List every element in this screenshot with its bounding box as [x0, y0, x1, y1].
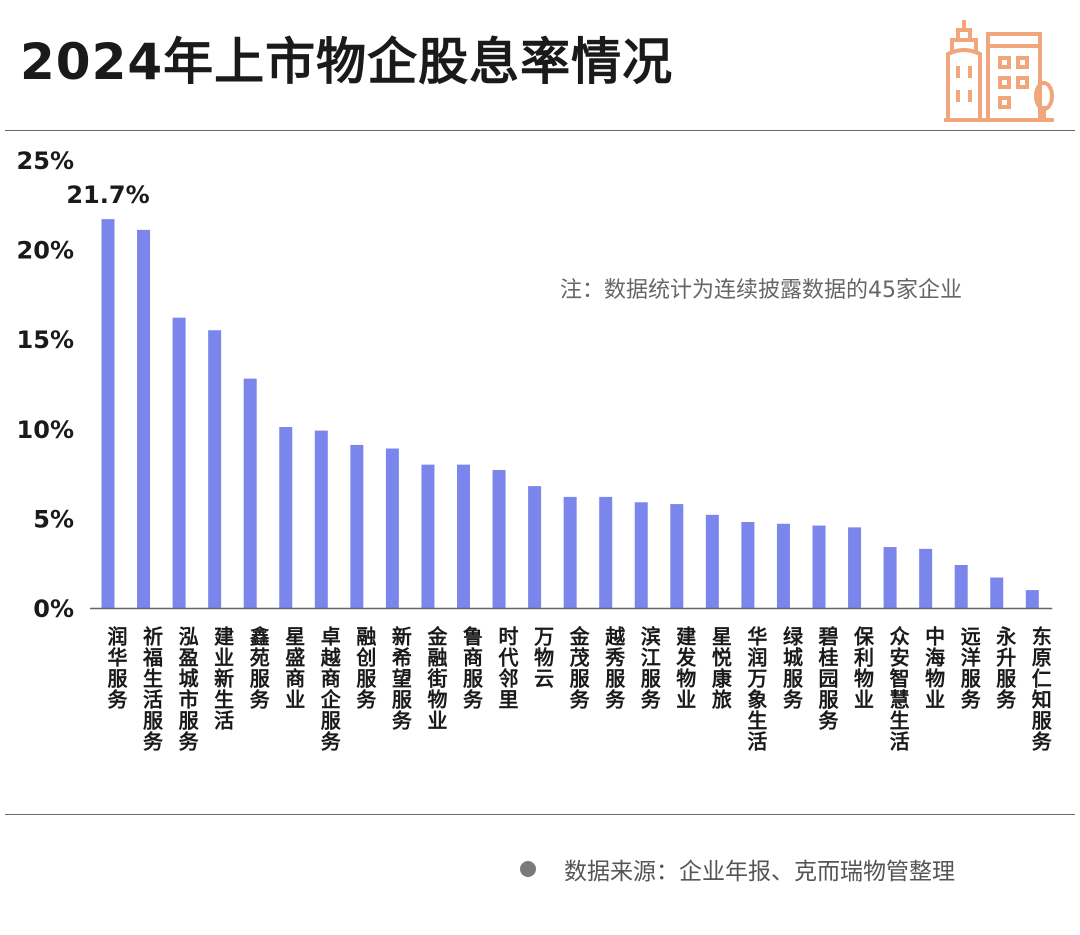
bar: [705, 514, 719, 608]
y-tick-label: 0%: [33, 595, 74, 623]
data-source: 数据来源：企业年报、克而瑞物管整理: [520, 852, 955, 886]
bar: [421, 464, 435, 608]
y-tick-label: 5%: [33, 505, 74, 533]
bar: [670, 504, 684, 608]
bar: [208, 330, 222, 608]
bar: [563, 496, 577, 608]
bar: [101, 219, 115, 609]
bar: [350, 444, 364, 608]
x-category-label: 建业新生活: [211, 625, 235, 731]
bar: [528, 486, 542, 608]
bar: [776, 523, 790, 608]
building-logo-icon: [944, 20, 1054, 122]
bar: [848, 527, 862, 608]
x-category-label: 众安智慧生活: [886, 626, 910, 752]
x-category-label: 金融街物业: [424, 625, 448, 731]
x-category-label: 越秀服务: [602, 625, 626, 710]
x-category-label: 卓越商企服务: [317, 625, 341, 752]
bar: [314, 430, 328, 608]
x-category-label: 中海物业: [922, 625, 946, 710]
x-category-label: 保利物业: [851, 626, 875, 710]
bar: [243, 378, 257, 608]
x-category-label: 星盛商业: [282, 626, 306, 710]
x-category-label: 永升服务: [993, 625, 1017, 710]
x-category-label: 新希望服务: [388, 625, 412, 731]
bullet-dot-icon: [520, 861, 536, 877]
bar: [599, 496, 613, 608]
x-category-label: 东原仁知服务: [1028, 625, 1052, 752]
footer-divider: [5, 814, 1075, 815]
bar: [919, 548, 933, 608]
bar: [883, 547, 897, 608]
bar: [457, 464, 470, 608]
x-category-label: 鲁商服务: [460, 625, 484, 710]
page-title: 2024年上市物企股息率情况: [20, 33, 674, 91]
bar: [1025, 590, 1039, 608]
bar: [812, 525, 826, 608]
x-category-label: 润华服务: [104, 625, 128, 710]
x-category-label: 建发物业: [673, 625, 697, 710]
x-category-label: 泓盈城市服务: [175, 626, 199, 752]
header-divider: [5, 130, 1075, 131]
x-category-label: 时代邻里: [495, 626, 519, 710]
x-category-label: 祈福生活服务: [140, 625, 164, 752]
x-category-label: 绿城服务: [779, 625, 803, 710]
x-category-label: 滨江服务: [637, 625, 661, 710]
bar: [172, 317, 186, 608]
data-label: 21.7%: [66, 181, 149, 209]
bar: [990, 577, 1004, 608]
bar: [279, 427, 293, 608]
x-category-label: 鑫苑服务: [246, 625, 270, 710]
x-category-label: 金茂服务: [566, 625, 590, 710]
y-tick-label: 15%: [17, 326, 74, 354]
x-category-label: 融创服务: [353, 626, 377, 710]
bar: [385, 448, 399, 608]
y-tick-label: 20%: [17, 237, 74, 265]
bar: [954, 564, 968, 608]
y-tick-label: 25%: [17, 147, 74, 175]
bar: [137, 229, 151, 608]
building-logo-strokes: [944, 20, 1054, 122]
x-category-label: 华润万象生活: [744, 625, 768, 752]
bar: [741, 521, 755, 608]
data-source-text: 数据来源：企业年报、克而瑞物管整理: [564, 859, 955, 885]
bar: [492, 470, 506, 608]
dividend-yield-bar-chart: 0% 5% 10% 15% 20% 25% 润华服务 21.7% 祈福生活服务 泓盈城市服务 建业新…: [17, 147, 1053, 752]
x-category-label: 星悦康旅: [708, 626, 732, 710]
y-tick-label: 10%: [17, 416, 74, 444]
chart-note: 注：数据统计为连续披露数据的45家企业: [560, 278, 962, 303]
x-category-label: 碧桂园服务: [815, 625, 839, 731]
x-category-label: 万物云: [531, 626, 555, 689]
x-category-label: 远洋服务: [957, 626, 981, 710]
bar: [634, 502, 648, 608]
